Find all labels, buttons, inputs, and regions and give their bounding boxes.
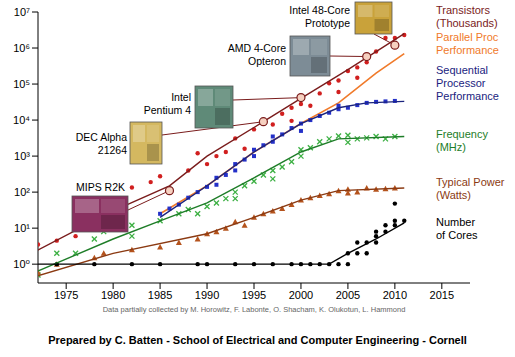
svg-text:AMD 4-CoreOpteron: AMD 4-CoreOpteron <box>228 42 287 67</box>
svg-text:1975: 1975 <box>54 289 78 301</box>
svg-text:Typical Power(Watts): Typical Power(Watts) <box>436 176 505 201</box>
svg-text:10⁴: 10⁴ <box>13 114 30 126</box>
svg-text:10¹: 10¹ <box>14 222 30 234</box>
svg-text:10⁰: 10⁰ <box>13 258 30 270</box>
svg-text:1980: 1980 <box>101 289 125 301</box>
svg-text:Parallel ProcPerformance: Parallel ProcPerformance <box>436 31 499 56</box>
svg-text:Transistors(Thousands): Transistors(Thousands) <box>436 4 498 29</box>
svg-text:10²: 10² <box>14 186 30 198</box>
svg-text:10⁵: 10⁵ <box>13 78 30 90</box>
svg-text:SequentialProcessorPerformance: SequentialProcessorPerformance <box>436 64 499 102</box>
svg-text:1990: 1990 <box>195 289 219 301</box>
svg-text:2015: 2015 <box>430 289 454 301</box>
svg-text:Frequency(MHz): Frequency(MHz) <box>436 128 488 153</box>
svg-text:Numberof Cores: Numberof Cores <box>436 216 478 241</box>
html-text:Data partially collected by M.: Data partially collected by M. Horowitz,… <box>102 305 406 314</box>
html-text:Prepared by C. Batten - School: Prepared by C. Batten - School of Electr… <box>48 334 467 346</box>
svg-text:2000: 2000 <box>289 289 313 301</box>
svg-text:10⁷: 10⁷ <box>14 6 30 18</box>
svg-text:10⁶: 10⁶ <box>13 42 30 54</box>
svg-text:2005: 2005 <box>336 289 360 301</box>
svg-text:1995: 1995 <box>242 289 266 301</box>
svg-text:Intel 48-CorePrototype: Intel 48-CorePrototype <box>289 4 350 29</box>
svg-text:IntelPentium 4: IntelPentium 4 <box>144 91 191 116</box>
svg-text:DEC Alpha21264: DEC Alpha21264 <box>76 131 128 156</box>
svg-text:1985: 1985 <box>148 289 172 301</box>
svg-text:2010: 2010 <box>383 289 407 301</box>
svg-text:10³: 10³ <box>14 150 30 162</box>
svg-text:MIPS R2K: MIPS R2K <box>76 181 125 193</box>
